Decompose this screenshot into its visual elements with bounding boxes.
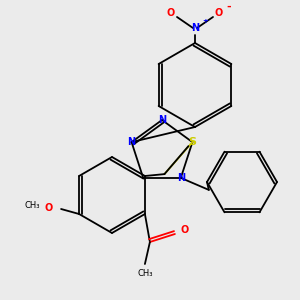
- Text: N: N: [177, 173, 185, 183]
- Text: O: O: [45, 203, 53, 213]
- Text: N: N: [128, 137, 136, 147]
- Text: O: O: [181, 225, 189, 235]
- Text: CH₃: CH₃: [137, 269, 153, 278]
- Text: CH₃: CH₃: [24, 202, 40, 211]
- Text: N: N: [191, 23, 199, 33]
- Text: O: O: [215, 8, 223, 18]
- Text: +: +: [202, 18, 208, 24]
- Text: N: N: [158, 115, 166, 125]
- Text: S: S: [188, 137, 196, 147]
- Text: -: -: [227, 2, 231, 12]
- Text: O: O: [167, 8, 175, 18]
